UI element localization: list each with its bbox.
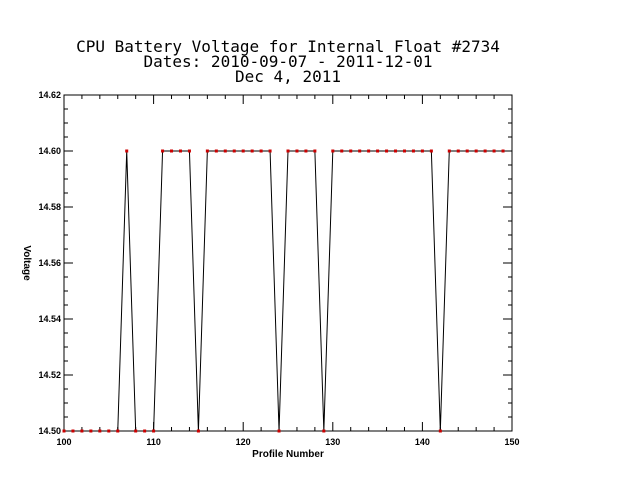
x-tick-label: 130 (325, 437, 340, 447)
data-point (152, 429, 156, 433)
data-point (376, 149, 380, 153)
y-tick-label: 14.58 (38, 202, 61, 212)
data-point (161, 149, 165, 153)
data-point (447, 149, 451, 153)
x-tick-label: 140 (415, 437, 430, 447)
axis-ticks (63, 94, 513, 432)
data-point (277, 429, 281, 433)
data-point (259, 149, 263, 153)
data-point (214, 149, 218, 153)
y-tick-label: 14.50 (38, 426, 61, 436)
data-point (492, 149, 496, 153)
plot-frame (63, 94, 513, 432)
data-point (402, 149, 406, 153)
y-tick-label: 14.62 (38, 90, 61, 100)
data-point (367, 149, 371, 153)
y-tick-label: 14.56 (38, 258, 61, 268)
data-point (250, 149, 254, 153)
data-point (438, 429, 442, 433)
data-point (474, 149, 478, 153)
title-line-3: Dec 4, 2011 (235, 67, 341, 86)
data-point (394, 149, 398, 153)
data-point (456, 149, 460, 153)
data-point (80, 429, 84, 433)
title-line-1: CPU Battery Voltage for Internal Float #… (76, 37, 500, 56)
data-point (241, 149, 245, 153)
series-line (64, 150, 504, 432)
x-tick-label: 150 (504, 437, 519, 447)
series-markers (62, 149, 505, 433)
data-point (170, 149, 174, 153)
y-tick-labels: 14.50 14.52 14.54 14.56 14.58 14.60 14.62 (38, 90, 61, 436)
data-point (134, 429, 138, 433)
data-point (385, 149, 389, 153)
data-point (304, 149, 308, 153)
data-point (205, 149, 209, 153)
y-tick-label: 14.52 (38, 370, 61, 380)
data-point (483, 149, 487, 153)
data-point (125, 149, 129, 153)
chart-title: CPU Battery Voltage for Internal Float #… (76, 37, 500, 86)
data-point (98, 429, 102, 433)
y-axis-label: Voltage (21, 245, 32, 281)
data-point (71, 429, 75, 433)
data-point (268, 149, 272, 153)
data-point (89, 429, 93, 433)
data-point (295, 149, 299, 153)
y-tick-label: 14.60 (38, 146, 61, 156)
data-point (465, 149, 469, 153)
data-point (358, 149, 362, 153)
x-tick-labels: 100 110 120 130 140 150 (56, 437, 519, 447)
title-line-2: Dates: 2010-09-07 - 2011-12-01 (144, 52, 433, 71)
data-point (232, 149, 236, 153)
data-point (340, 149, 344, 153)
data-point (223, 149, 227, 153)
data-point (411, 149, 415, 153)
data-point (196, 429, 200, 433)
data-point (420, 149, 424, 153)
x-tick-label: 120 (236, 437, 251, 447)
x-tick-label: 110 (146, 437, 161, 447)
data-point (286, 149, 290, 153)
data-point (331, 149, 335, 153)
data-point (313, 149, 317, 153)
data-point (143, 429, 147, 433)
data-point (62, 429, 66, 433)
x-axis-label: Profile Number (252, 449, 324, 460)
data-point (349, 149, 353, 153)
x-tick-label: 100 (56, 437, 71, 447)
data-point (322, 429, 326, 433)
data-point (178, 149, 182, 153)
data-point (116, 429, 120, 433)
data-point (107, 429, 111, 433)
y-tick-label: 14.54 (38, 314, 61, 324)
data-point (501, 149, 505, 153)
voltage-series (62, 149, 505, 433)
data-point (429, 149, 433, 153)
data-point (187, 149, 191, 153)
